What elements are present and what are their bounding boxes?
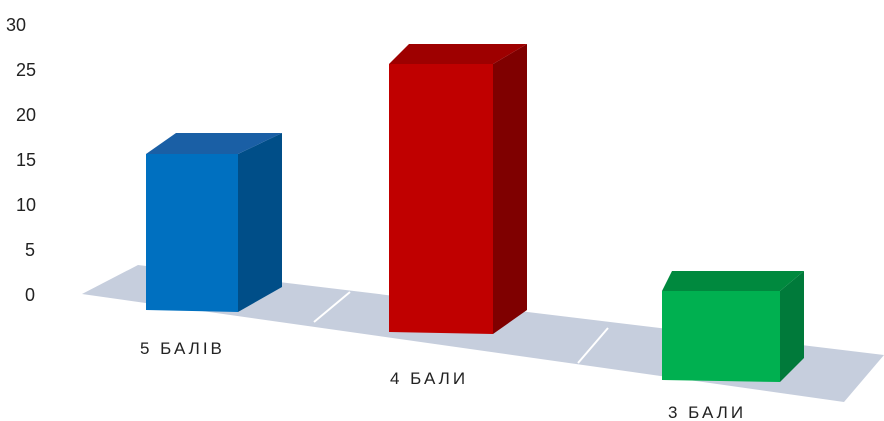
y-axis-ticks: 30 25 20 15 10 5 0 — [6, 15, 36, 305]
bar-front-face — [389, 64, 493, 334]
bar-front-face — [146, 154, 238, 312]
y-tick-label: 5 — [25, 240, 35, 260]
bar-top-face — [389, 44, 527, 64]
bar-side-face — [493, 44, 527, 334]
x-category-label: 3 БАЛИ — [668, 403, 746, 421]
floor-separator — [577, 327, 609, 364]
bar-side-face — [780, 271, 804, 382]
y-tick-label: 15 — [16, 150, 36, 170]
y-tick-label: 25 — [16, 60, 36, 80]
y-tick-label: 10 — [16, 195, 36, 215]
y-tick-label: 20 — [16, 105, 36, 125]
bar — [662, 271, 804, 382]
bar-front-face — [662, 291, 780, 382]
bar — [389, 44, 527, 334]
x-category-label: 4 БАЛИ — [390, 369, 468, 388]
x-category-label: 5 БАЛІВ — [140, 339, 225, 358]
bars — [146, 44, 804, 382]
bar-side-face — [238, 133, 282, 312]
y-tick-label: 0 — [25, 285, 35, 305]
bar — [146, 133, 282, 312]
floor-separator — [313, 291, 351, 323]
bar-top-face — [146, 133, 282, 154]
bar-top-face — [662, 271, 804, 291]
x-axis-labels: 5 БАЛІВ 4 БАЛИ 3 БАЛИ — [140, 339, 746, 421]
y-tick-label: 30 — [6, 15, 26, 35]
